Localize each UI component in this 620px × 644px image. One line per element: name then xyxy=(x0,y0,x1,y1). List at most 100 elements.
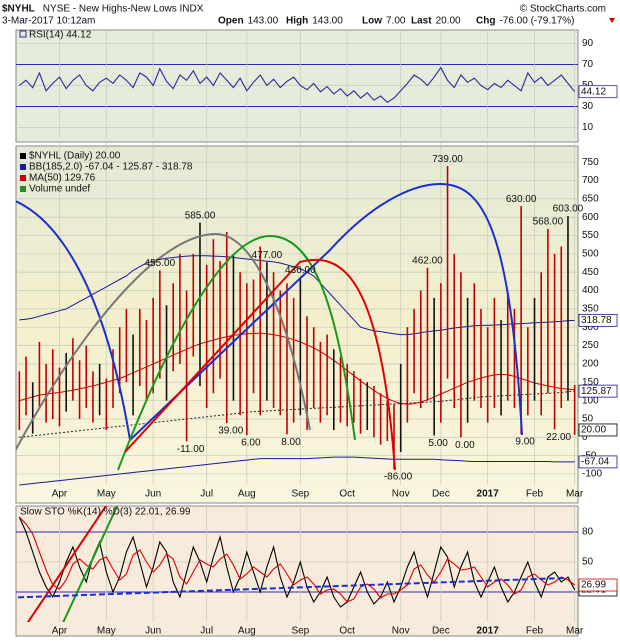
x-tick-label: Apr xyxy=(52,626,68,637)
overlay-layer: 44.12 455.00 -11.00 585.00 39.006.00 477.00 8.… xyxy=(2,4,618,597)
quote-label: Chg xyxy=(476,16,495,27)
high-label: 585.00 xyxy=(185,210,216,221)
y-tick-label: 600 xyxy=(582,212,599,223)
sto-trend-lines xyxy=(16,506,566,622)
x-tick-label: 2017 xyxy=(477,626,500,637)
x-tick-label: Jul xyxy=(200,489,213,500)
quote-label: Low xyxy=(362,16,382,27)
x-tick-label: Aug xyxy=(238,626,256,637)
y-tick-label: 50 xyxy=(582,557,594,568)
description: NYSE - New Highs-New Lows INDX xyxy=(43,4,204,15)
x-tick-label: Oct xyxy=(339,626,355,637)
x-tick-label: May xyxy=(97,626,116,637)
x-tick-label: Nov xyxy=(392,626,410,637)
x-tick-label: May xyxy=(97,489,116,500)
rsi-panel xyxy=(15,29,579,143)
series-line xyxy=(18,66,576,103)
trend-line xyxy=(26,506,108,622)
x-tick-label: Aug xyxy=(238,489,256,500)
ma-line xyxy=(19,332,575,405)
x-tick-label: Feb xyxy=(526,489,544,500)
y-tick-label: 30 xyxy=(582,101,594,112)
low-label: 6.00 xyxy=(241,438,261,449)
high-label: 455.00 xyxy=(145,258,176,269)
high-label: 630.00 xyxy=(506,194,537,205)
quote-value: 20.00 xyxy=(436,16,461,27)
value-tag-label: 20.00 xyxy=(581,425,606,436)
legend-swatch xyxy=(20,175,26,181)
low-label: -11.00 xyxy=(177,444,205,455)
x-tick-label: Dec xyxy=(432,489,450,500)
y-tick-label: 450 xyxy=(582,267,599,278)
quote-value: 7.00 xyxy=(386,16,406,27)
x-tick-label: Mar xyxy=(566,489,584,500)
legend-swatch xyxy=(20,153,26,159)
quote-label: Open xyxy=(218,16,244,27)
y-tick-label: 150 xyxy=(582,377,599,388)
low-label: -86.00 xyxy=(384,471,413,482)
y-tick-label: 250 xyxy=(582,340,599,351)
trend-line xyxy=(62,506,119,622)
x-tick-label: Jun xyxy=(145,626,161,637)
arc xyxy=(129,182,523,441)
value-tag-label: 125.87 xyxy=(581,386,612,397)
series-line xyxy=(18,516,576,608)
y-tick-label: 100 xyxy=(582,395,599,406)
bb-lower xyxy=(19,456,575,486)
symbol: $NYHL xyxy=(2,4,35,15)
low-label: 22.00 xyxy=(546,432,571,443)
high-label: 477.00 xyxy=(252,250,283,261)
x-tick-label: Mar xyxy=(566,626,584,637)
y-tick-label: 750 xyxy=(582,157,599,168)
legend-swatch xyxy=(20,164,26,170)
legend-label: Volume undef xyxy=(29,184,90,195)
value-tag-label: 44.12 xyxy=(581,86,606,97)
arc xyxy=(117,234,356,471)
value-tag xyxy=(578,423,618,437)
price-panel xyxy=(15,145,579,504)
low-label: 0.00 xyxy=(455,440,475,451)
value-tag-label: 26.99 xyxy=(581,580,606,591)
arc xyxy=(16,232,311,452)
y-tick-label: 350 xyxy=(582,304,599,315)
y-tick-label: 500 xyxy=(582,249,599,260)
high-label: 436.00 xyxy=(285,265,316,276)
x-tick-label: Jul xyxy=(200,626,213,637)
quote-value: 143.00 xyxy=(312,16,343,27)
quote-value: -76.00 (-79.17%) xyxy=(499,16,574,27)
value-tag xyxy=(578,384,618,398)
y-tick-label: -100 xyxy=(582,469,602,480)
legend-label: MA(50) 129.76 xyxy=(29,173,96,184)
value-tag xyxy=(578,455,618,469)
arc xyxy=(16,200,131,441)
low-label: 8.00 xyxy=(281,437,301,448)
x-tick-label: Sep xyxy=(291,489,309,500)
x-tick-label: 2017 xyxy=(477,489,500,500)
y-tick-label: 80 xyxy=(582,527,594,538)
y-tick-label: 550 xyxy=(582,230,599,241)
y-tick-label: 700 xyxy=(582,175,599,186)
bb-middle xyxy=(19,390,575,438)
x-tick-label: Apr xyxy=(52,489,68,500)
y-tick-label: 50 xyxy=(582,414,594,425)
high-label: 739.00 xyxy=(432,154,463,165)
low-label: 39.00 xyxy=(218,426,243,437)
legend-swatch xyxy=(19,30,27,38)
y-tick-label: 200 xyxy=(582,359,599,370)
value-tag-label: 318.78 xyxy=(581,315,612,326)
bb-upper xyxy=(19,255,575,336)
series-line xyxy=(18,516,576,603)
arc xyxy=(124,258,396,471)
quote-value: 143.00 xyxy=(248,16,279,27)
y-tick-label: 10 xyxy=(582,122,594,133)
value-tag xyxy=(578,578,618,592)
value-tag xyxy=(578,313,618,327)
high-label: 603.00 xyxy=(553,204,584,215)
high-label: 568.00 xyxy=(533,217,564,228)
date: 3-Mar-2017 10:12am xyxy=(2,16,95,27)
trend-line xyxy=(16,577,566,599)
x-tick-label: Dec xyxy=(432,626,450,637)
y-tick-label: 0 xyxy=(582,432,588,443)
